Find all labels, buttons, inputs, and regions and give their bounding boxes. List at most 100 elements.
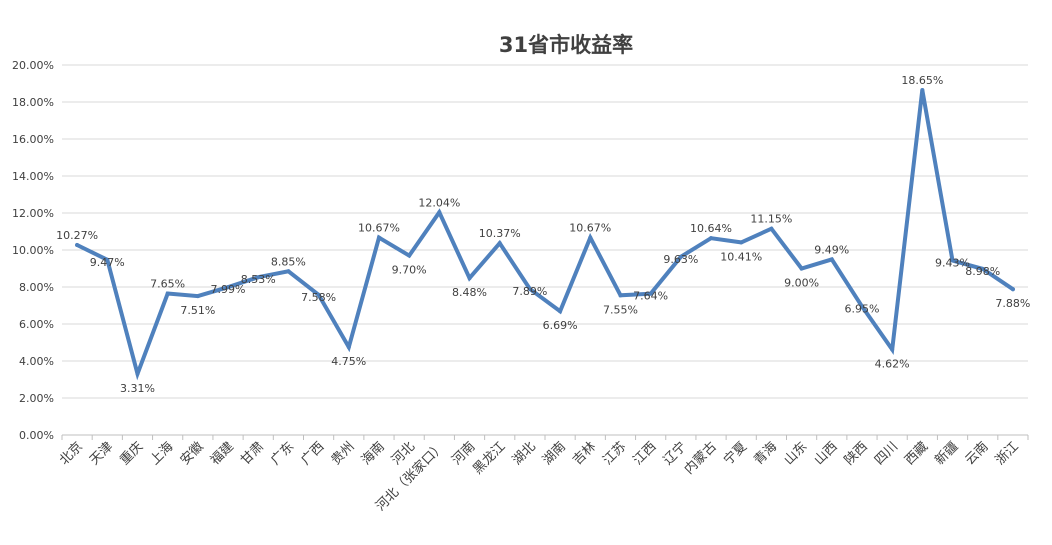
data-point [346,345,351,350]
y-tick-label: 12.00% [12,207,54,220]
x-tick-label: 安徽 [178,439,207,468]
data-label: 8.53% [241,273,276,286]
y-tick-label: 8.00% [19,281,54,294]
data-label: 7.89% [512,285,547,298]
y-axis-tick-labels: 0.00% 2.00% 4.00% 6.00% 8.00% 10.00% 12.00% 14.… [12,59,54,442]
data-label: 10.41% [720,250,762,263]
x-tick-label: 上海 [147,439,176,468]
data-point [376,235,381,240]
data-label: 8.98% [965,265,1000,278]
data-label: 9.43% [935,257,970,270]
data-point [980,266,985,271]
x-tick-label: 黑龙江 [470,439,508,477]
x-tick-label: 江西 [630,439,659,468]
data-point [920,87,925,92]
y-tick-label: 4.00% [19,355,54,368]
data-point [75,243,80,248]
data-point [105,257,110,262]
data-label: 8.48% [452,286,487,299]
data-label: 10.67% [569,222,611,235]
data-label-layer: 10.27% 9.47% 3.31% 7.65% 7.51% 7.99%8.53% 8.85… [56,74,1030,395]
data-point [316,292,321,297]
x-tick-label: 甘肃 [238,439,267,468]
x-tick-label: 青海 [751,439,780,468]
data-label: 9.49% [814,243,849,256]
data-point [497,241,502,246]
data-label: 9.63% [663,253,698,266]
x-tick-label: 四川 [872,439,901,468]
data-point [527,287,532,292]
data-label: 7.55% [603,303,638,316]
data-label: 11.15% [750,213,792,226]
data-point [859,304,864,309]
y-tick-label: 14.00% [12,170,54,183]
data-label: 10.27% [56,229,98,242]
y-tick-label: 16.00% [12,133,54,146]
data-point [950,258,955,263]
y-tick-label: 2.00% [19,392,54,405]
x-tick-label: 湖南 [539,439,569,469]
data-label: 7.99% [211,283,246,296]
data-point [739,240,744,245]
data-point [558,309,563,314]
x-tick-label: 山西 [812,439,841,468]
grid-layer [61,64,1029,440]
y-tick-label: 18.00% [12,96,54,109]
x-tick-label: 吉林 [570,439,599,468]
x-tick-label: 海南 [358,439,388,469]
x-tick-label: 浙江 [993,439,1022,468]
data-label: 10.64% [690,222,732,235]
data-point [799,266,804,271]
data-label: 12.04% [418,196,460,209]
data-label: 10.67% [358,222,400,235]
data-point [709,236,714,241]
data-point [588,235,593,240]
x-tick-label: 云南 [962,439,992,469]
chart-title: 31省市收益率 [499,33,633,57]
y-tick-label: 10.00% [12,244,54,257]
x-tick-label: 西藏 [902,439,931,468]
x-tick-label: 湖北 [510,439,539,468]
y-tick-label: 20.00% [12,59,54,72]
data-label: 3.31% [120,382,155,395]
data-label: 9.47% [90,256,125,269]
data-label: 7.64% [633,290,668,303]
data-label: 7.88% [995,297,1030,310]
x-tick-label: 天津 [87,439,116,468]
data-label: 7.51% [180,304,215,317]
x-tick-label: 贵州 [329,439,358,468]
data-point [467,276,472,281]
x-tick-label: 江苏 [600,439,630,469]
data-point [1010,287,1015,292]
data-label: 9.00% [784,277,819,290]
data-point [769,226,774,231]
data-point [286,269,291,274]
x-tick-label: 山东 [781,439,810,468]
data-point [135,371,140,376]
data-point [890,347,895,352]
x-tick-label: 福建 [208,439,237,468]
series-line [75,89,1015,381]
x-tick-label: 重庆 [117,439,147,469]
data-label: 10.37% [479,227,521,240]
x-tick-label: 宁夏 [720,439,750,469]
data-label: 4.62% [875,358,910,371]
data-point [165,291,170,296]
data-label: 4.75% [331,355,366,368]
data-label: 9.70% [392,264,427,277]
data-point [437,210,442,215]
x-tick-label: 内蒙古 [681,439,720,478]
data-label: 6.69% [543,319,578,332]
data-point [829,257,834,262]
data-label: 7.65% [150,277,185,290]
data-point [648,291,653,296]
data-label: 18.65% [901,74,943,87]
data-label: 8.85% [271,255,306,268]
data-point [618,293,623,298]
x-tick-label: 新疆 [932,439,962,469]
data-point [256,275,261,280]
data-point [678,254,683,259]
